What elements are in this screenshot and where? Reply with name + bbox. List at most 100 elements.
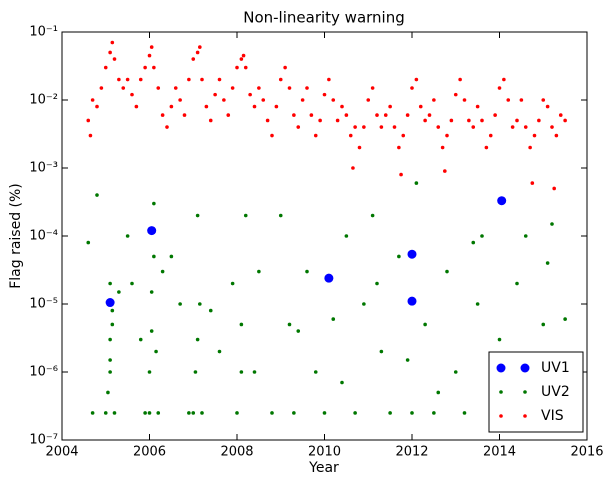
data-point (300, 98, 305, 102)
data-point (90, 98, 95, 102)
data-point (379, 349, 384, 354)
data-point (383, 113, 388, 117)
data-point (331, 317, 336, 321)
data-point (103, 65, 108, 70)
data-point (414, 77, 419, 82)
data-point (488, 133, 493, 138)
data-point (545, 261, 550, 265)
data-point (427, 113, 432, 117)
data-point (187, 411, 191, 415)
data-point (309, 113, 314, 117)
data-point (265, 118, 270, 123)
data-point (423, 322, 427, 327)
data-point (370, 86, 375, 90)
data-point (147, 370, 152, 374)
data-point (239, 370, 244, 374)
data-point (418, 104, 423, 109)
data-point (458, 77, 462, 82)
data-point (348, 133, 353, 138)
data-point (324, 273, 334, 283)
data-point (200, 77, 204, 82)
x-tick-label: 2008 (220, 445, 253, 460)
data-point (357, 145, 362, 150)
data-point (375, 281, 379, 286)
data-point (105, 298, 115, 308)
data-point (537, 118, 541, 123)
data-point (187, 77, 191, 82)
data-point (274, 104, 279, 109)
data-point (191, 411, 196, 415)
data-point (103, 411, 108, 415)
data-point (165, 125, 169, 129)
data-point (414, 181, 419, 185)
data-point (475, 302, 480, 306)
data-point (112, 411, 117, 415)
x-tick-label: 2014 (483, 445, 516, 460)
legend-marker (523, 390, 527, 394)
data-point (125, 234, 130, 238)
data-point (149, 329, 154, 333)
x-axis-label: Year (308, 460, 339, 476)
data-point (112, 57, 117, 61)
data-point (239, 57, 244, 61)
data-point (353, 411, 357, 415)
data-point (149, 290, 154, 294)
data-point (563, 118, 567, 123)
data-point (445, 269, 449, 274)
data-point (515, 281, 519, 286)
data-point (432, 98, 436, 102)
data-point (532, 133, 537, 138)
data-point (195, 50, 200, 55)
data-point (152, 201, 156, 206)
data-point (152, 254, 156, 259)
data-point (410, 86, 414, 90)
data-point (252, 370, 257, 374)
data-point (471, 240, 476, 245)
data-point (108, 358, 112, 362)
data-point (296, 329, 301, 333)
y-tick-label: 10⁻² (29, 93, 58, 108)
data-point (375, 113, 379, 117)
data-point (506, 98, 511, 102)
data-point (208, 308, 213, 313)
data-point (453, 92, 458, 97)
data-point (257, 269, 261, 274)
data-point (156, 411, 161, 415)
data-point (432, 411, 436, 415)
data-point (90, 411, 95, 415)
data-point (541, 98, 546, 102)
x-tick-label: 2010 (308, 445, 341, 460)
data-point (449, 118, 454, 123)
data-point (235, 411, 239, 415)
data-point (261, 98, 266, 102)
y-axis-label: Flag raised (%) (8, 183, 24, 289)
data-point (379, 125, 384, 129)
data-point (117, 290, 121, 294)
data-point (523, 234, 528, 238)
data-point (436, 125, 441, 129)
data-point (497, 86, 502, 90)
data-point (397, 145, 401, 150)
data-point (208, 118, 213, 123)
data-point (480, 234, 484, 238)
y-tick-label: 10⁻⁶ (29, 365, 58, 380)
data-point (110, 322, 115, 327)
data-point (510, 125, 515, 129)
data-point (86, 240, 91, 245)
legend-box (488, 351, 584, 433)
data-point (497, 196, 507, 206)
data-point (147, 411, 152, 415)
data-point (193, 370, 198, 374)
data-point (217, 77, 222, 82)
data-point (292, 411, 296, 415)
data-point (436, 390, 441, 395)
data-point (399, 172, 403, 177)
data-point (99, 86, 104, 90)
data-point (340, 104, 344, 109)
data-point (204, 104, 209, 109)
data-point (270, 133, 274, 138)
y-tick-label: 10⁻⁵ (29, 297, 58, 312)
data-point (88, 133, 93, 138)
data-point (239, 322, 244, 327)
data-point (392, 125, 397, 129)
